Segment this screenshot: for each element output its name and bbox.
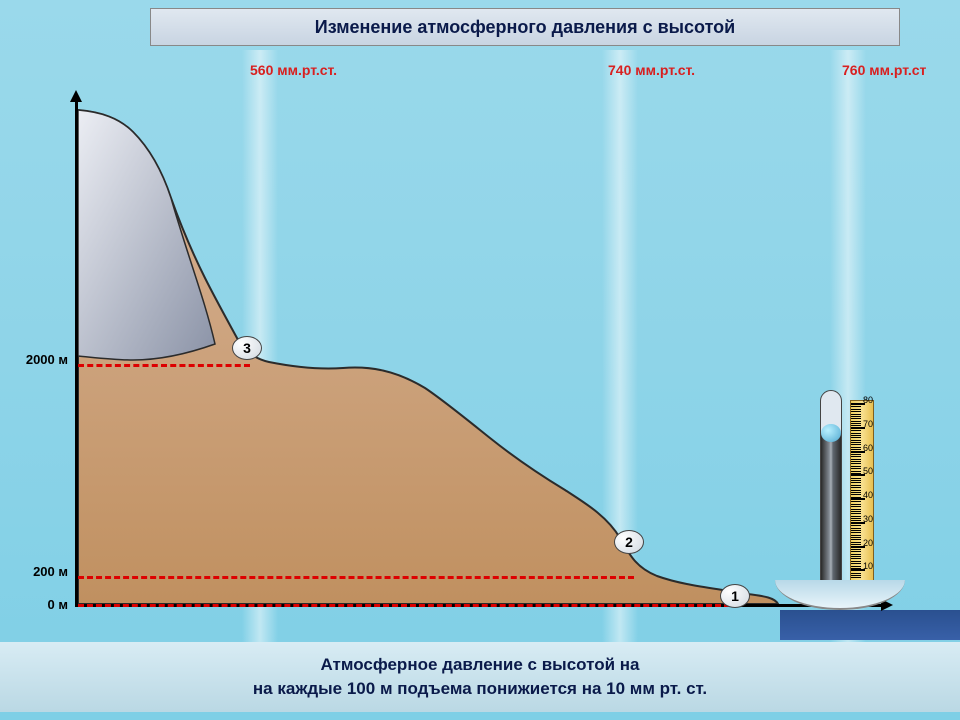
pressure-value: 740 мм.рт.ст.: [608, 62, 695, 78]
point-marker-1: 1: [720, 584, 750, 608]
reference-line: [78, 604, 730, 607]
mercury-meniscus: [821, 424, 841, 442]
point-marker-3: 3: [232, 336, 262, 360]
title-bar: Изменение атмосферного давления с высото…: [150, 8, 900, 46]
pressure-value: 560 мм.рт.ст.: [250, 62, 337, 78]
altitude-label: 0 м: [8, 597, 68, 612]
altitude-label: 2000 м: [8, 352, 68, 367]
barometer-tube: [820, 390, 842, 600]
page-title: Изменение атмосферного давления с высото…: [315, 17, 735, 38]
footer-bar: Атмосферное давление с высотой на на каж…: [0, 642, 960, 712]
mercury-column: [821, 433, 841, 599]
y-axis: [75, 98, 78, 606]
water-area: [780, 610, 960, 640]
footer-line-1: Атмосферное давление с высотой на: [320, 653, 639, 677]
barometer: 01020304050607080: [790, 380, 890, 610]
pressure-value: 760 мм.рт.ст: [842, 62, 926, 78]
barometer-scale: 01020304050607080: [850, 400, 874, 600]
altitude-label: 200 м: [8, 564, 68, 579]
reference-line: [78, 364, 250, 367]
barometer-dish: [775, 580, 905, 610]
footer-line-2: на каждые 100 м подъема понижиется на 10…: [253, 677, 707, 701]
reference-line: [78, 576, 634, 579]
point-marker-2: 2: [614, 530, 644, 554]
mountain-profile: [75, 98, 885, 608]
